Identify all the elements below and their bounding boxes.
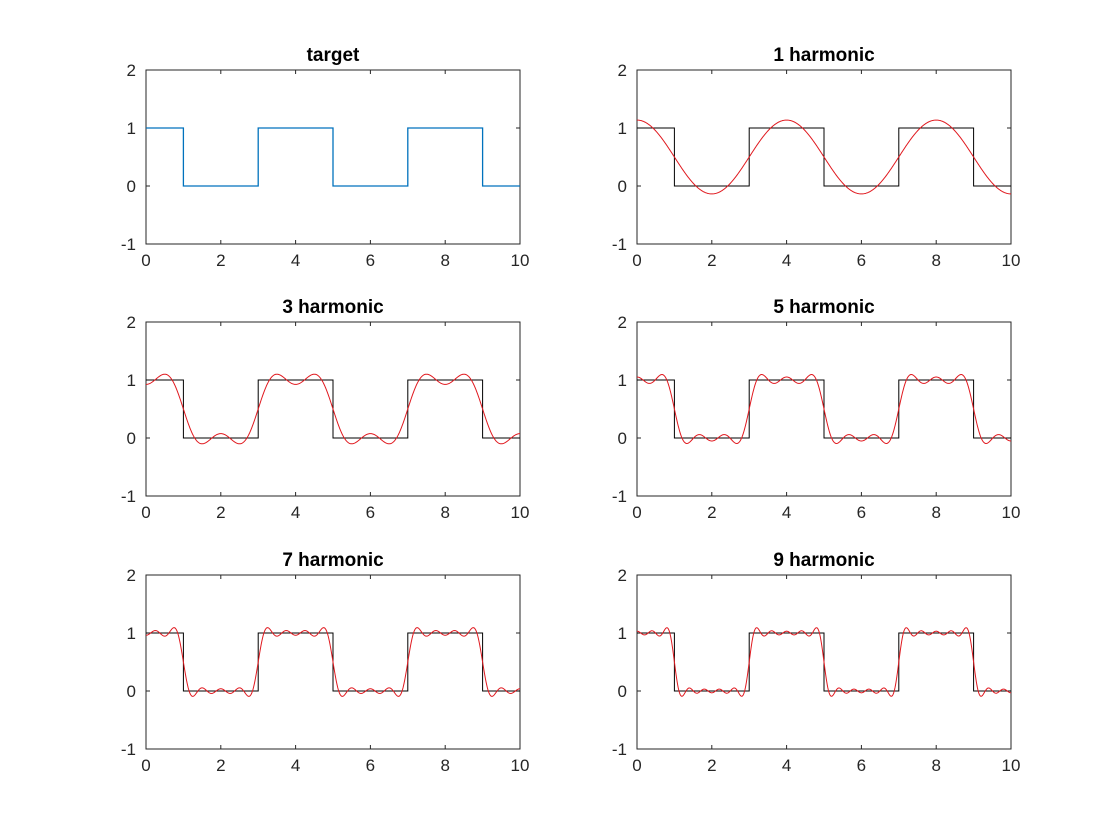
y-tick-label: -1 xyxy=(121,487,136,506)
plot-area xyxy=(146,373,520,445)
x-tick-label: 0 xyxy=(632,756,641,775)
x-tick-label: 2 xyxy=(707,756,716,775)
subplot-5: 7 harmonic 0 2 4 6 8 10 -1 0 1 2 xyxy=(121,550,530,775)
x-tick-label: 4 xyxy=(291,756,300,775)
subplot-title: 5 harmonic xyxy=(773,297,875,318)
y-tick-label: 2 xyxy=(127,566,136,585)
x-tick-label: 10 xyxy=(511,503,530,522)
subplot-2: 1 harmonic 0 2 4 6 8 10 -1 0 1 2 xyxy=(612,45,1021,270)
x-tick-label: 0 xyxy=(141,503,150,522)
subplot-title: 7 harmonic xyxy=(282,550,384,571)
x-tick-label: 8 xyxy=(931,756,940,775)
subplot-title: 1 harmonic xyxy=(773,45,875,66)
x-tick-label: 2 xyxy=(707,503,716,522)
x-tick-label: 4 xyxy=(782,251,791,270)
x-tick-label: 10 xyxy=(1002,756,1021,775)
y-tick-label: 2 xyxy=(618,313,627,332)
subplot-6: 9 harmonic 0 2 4 6 8 10 -1 0 1 2 xyxy=(612,550,1021,775)
x-tick-label: 4 xyxy=(782,503,791,522)
x-tick-label: 0 xyxy=(632,503,641,522)
y-tick-label: 1 xyxy=(127,119,136,138)
y-tick-label: 0 xyxy=(127,682,136,701)
x-tick-label: 2 xyxy=(216,251,225,270)
plot-area xyxy=(637,627,1011,697)
y-tick-label: 0 xyxy=(127,429,136,448)
fourier-approximation-line xyxy=(146,373,520,445)
x-tick-label: 8 xyxy=(931,503,940,522)
x-tick-label: 4 xyxy=(291,251,300,270)
x-tick-label: 6 xyxy=(366,503,375,522)
y-tick-label: 0 xyxy=(618,429,627,448)
y-tick-label: -1 xyxy=(612,740,627,759)
x-tick-label: 6 xyxy=(857,503,866,522)
x-tick-label: 4 xyxy=(782,756,791,775)
y-tick-label: 1 xyxy=(618,119,627,138)
y-tick-label: 1 xyxy=(618,624,627,643)
subplot-1: target 0 2 4 6 8 10 -1 0 1 2 xyxy=(121,45,530,270)
plot-area xyxy=(637,374,1011,444)
fourier-approximation-line xyxy=(637,119,1011,195)
x-tick-label: 0 xyxy=(141,251,150,270)
x-tick-label: 10 xyxy=(1002,251,1021,270)
subplot-title: 9 harmonic xyxy=(773,550,875,571)
x-tick-label: 6 xyxy=(857,756,866,775)
y-tick-label: 0 xyxy=(618,177,627,196)
x-tick-label: 8 xyxy=(931,251,940,270)
x-tick-label: 8 xyxy=(440,251,449,270)
x-tick-label: 4 xyxy=(291,503,300,522)
x-tick-label: 6 xyxy=(366,251,375,270)
subplot-title: 3 harmonic xyxy=(282,297,384,318)
x-tick-label: 2 xyxy=(216,503,225,522)
y-tick-label: 2 xyxy=(127,313,136,332)
subplot-3: 3 harmonic 0 2 4 6 8 10 -1 0 1 2 xyxy=(121,297,530,522)
y-tick-label: 1 xyxy=(618,371,627,390)
plot-area xyxy=(146,627,520,697)
x-tick-label: 6 xyxy=(366,756,375,775)
y-tick-label: -1 xyxy=(612,487,627,506)
y-tick-label: 2 xyxy=(127,61,136,80)
y-tick-label: 0 xyxy=(618,682,627,701)
x-tick-label: 8 xyxy=(440,503,449,522)
x-tick-label: 0 xyxy=(632,251,641,270)
fourier-approximation-line xyxy=(637,627,1011,697)
x-tick-label: 8 xyxy=(440,756,449,775)
x-tick-label: 0 xyxy=(141,756,150,775)
y-tick-label: -1 xyxy=(121,235,136,254)
subplot-title: target xyxy=(307,45,360,66)
x-tick-label: 2 xyxy=(216,756,225,775)
plot-area xyxy=(146,127,520,187)
y-tick-label: 2 xyxy=(618,566,627,585)
y-tick-label: 2 xyxy=(618,61,627,80)
y-tick-label: -1 xyxy=(612,235,627,254)
x-tick-label: 6 xyxy=(857,251,866,270)
y-tick-label: -1 xyxy=(121,740,136,759)
x-tick-label: 10 xyxy=(511,251,530,270)
y-tick-label: 0 xyxy=(127,177,136,196)
x-tick-label: 10 xyxy=(1002,503,1021,522)
x-tick-label: 2 xyxy=(707,251,716,270)
target-square-wave xyxy=(146,127,520,187)
plot-area xyxy=(637,119,1011,195)
fourier-approximation-line xyxy=(637,374,1011,444)
y-tick-label: 1 xyxy=(127,371,136,390)
y-tick-label: 1 xyxy=(127,624,136,643)
subplot-4: 5 harmonic 0 2 4 6 8 10 -1 0 1 2 xyxy=(612,297,1021,522)
x-tick-label: 10 xyxy=(511,756,530,775)
fourier-approximation-line xyxy=(146,627,520,697)
